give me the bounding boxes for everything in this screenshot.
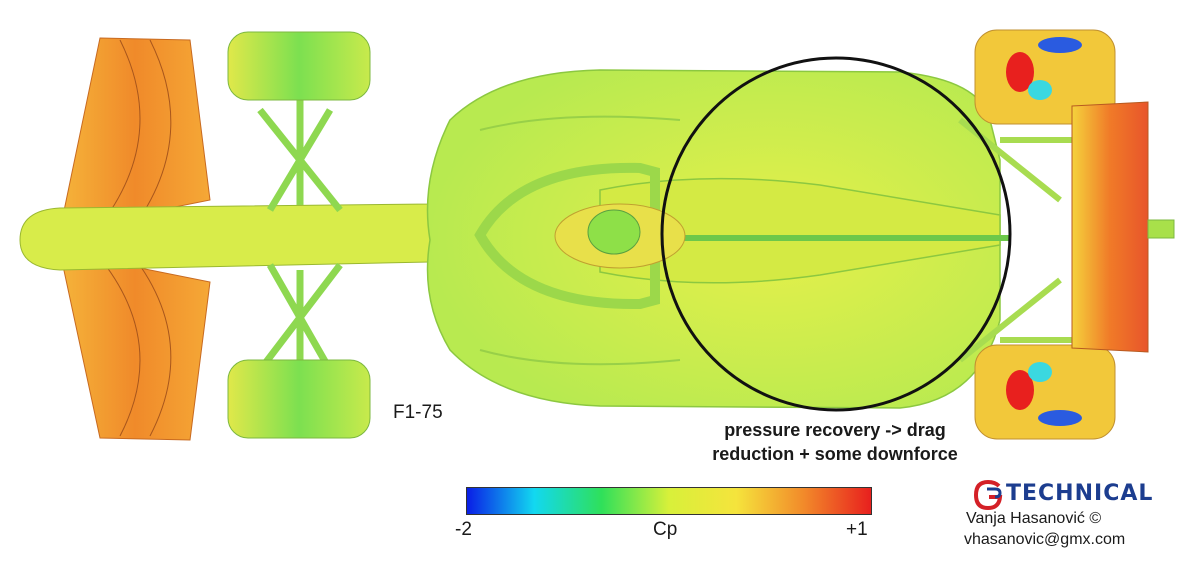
author-credit: Vanja Hasanović © (966, 510, 1102, 527)
annotation-line-1: pressure recovery -> drag (724, 420, 946, 440)
rear-suspension (958, 117, 1080, 363)
colorbar-min-label: -2 (455, 519, 472, 540)
driver-helmet (587, 209, 641, 255)
front-suspension (257, 95, 343, 385)
front-wing (59, 37, 211, 441)
technical-logo-text: TECHNICAL (1006, 481, 1154, 506)
rear-wing (1071, 101, 1149, 353)
rear-right-tyre (974, 344, 1116, 440)
nose-cone (19, 199, 471, 271)
colorbar-title: Cp (653, 519, 678, 540)
rear-left-tyre (974, 29, 1116, 125)
technical-logo-icon (973, 480, 1003, 510)
front-right-tyre (227, 359, 371, 439)
annotation-line-2: reduction + some downforce (712, 444, 958, 464)
cp-colorbar (466, 487, 872, 515)
colorbar-max-label: +1 (846, 519, 868, 540)
front-left-tyre (227, 31, 371, 101)
author-email: vhasanovic@gmx.com (964, 531, 1126, 548)
pressure-recovery-annotation: pressure recovery -> drag reduction + so… (700, 418, 970, 466)
highlight-circle (660, 56, 1012, 412)
model-label: F1-75 (393, 402, 443, 423)
